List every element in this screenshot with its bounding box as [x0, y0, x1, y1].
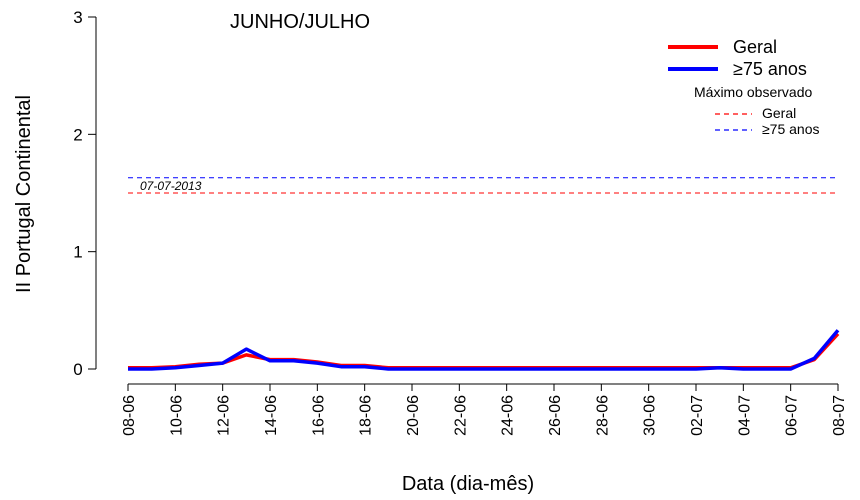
annotation-text: 07-07-2013	[140, 179, 202, 193]
legend-label-75: ≥75 anos	[733, 59, 807, 79]
y-tick-label: 3	[73, 8, 82, 27]
x-tick-label: 20-06	[405, 395, 422, 436]
x-tick-label: 30-06	[642, 395, 659, 436]
x-tick-label: 08-06	[121, 395, 138, 436]
series-line-75-anos	[128, 329, 840, 371]
legend-sub-label-75: ≥75 anos	[762, 121, 820, 137]
x-tick-label: 02-07	[689, 395, 706, 436]
y-tick-label: 0	[73, 360, 82, 379]
x-tick-label: 14-06	[263, 395, 280, 436]
x-tick-label: 04-07	[736, 395, 753, 436]
legend-sub-label-geral: Geral	[762, 105, 796, 121]
legend-subtitle: Máximo observado	[694, 84, 812, 100]
x-tick-label: 10-06	[168, 395, 185, 436]
x-tick-label: 28-06	[594, 395, 611, 436]
legend: Geral ≥75 anos Máximo observado Geral ≥7…	[668, 37, 820, 137]
x-tick-label: 16-06	[310, 395, 327, 436]
y-tick-label: 2	[73, 125, 82, 144]
x-tick-label: 12-06	[216, 395, 233, 436]
x-axis: 08-06 10-06 12-06 14-06 16-06 18-06 20-06 22-06…	[121, 383, 848, 436]
x-tick-label: 06-07	[784, 395, 801, 436]
x-axis-title: Data (dia-mês)	[402, 473, 534, 495]
legend-label-geral: Geral	[733, 37, 777, 57]
reference-lines	[128, 177, 838, 194]
x-tick-label: 24-06	[500, 395, 517, 436]
x-tick-label: 18-06	[358, 395, 375, 436]
x-tick-label: 22-06	[452, 395, 469, 436]
x-tick-label: 08-07	[831, 395, 848, 436]
y-axis-title: II Portugal Continental	[13, 95, 35, 293]
x-tick-label: 26-06	[547, 395, 564, 436]
series-line-geral	[128, 332, 840, 370]
series-lines	[128, 329, 840, 371]
chart-title: JUNHO/JULHO	[230, 11, 370, 33]
y-axis: 0 1 2 3	[73, 8, 97, 379]
y-tick-label: 1	[73, 243, 82, 262]
